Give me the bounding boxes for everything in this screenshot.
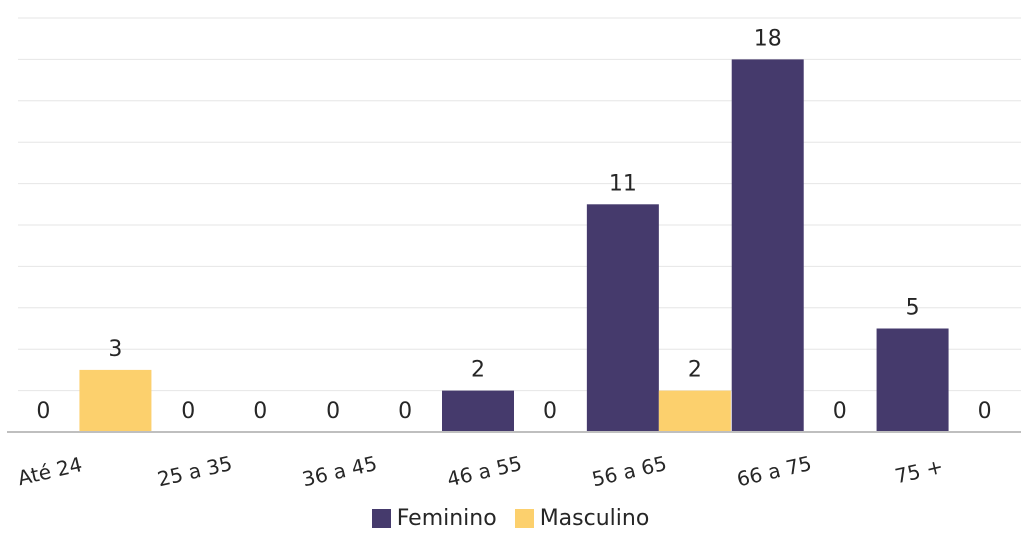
data-label-feminino-4: 11 [609,171,637,196]
legend-label-masculino: Masculino [539,506,650,531]
data-label-masculino-6: 0 [978,399,992,424]
data-label-feminino-6: 5 [906,296,920,321]
bar-feminino-3 [442,390,514,432]
bars [79,59,949,433]
data-label-masculino-1: 0 [253,399,267,424]
bar-feminino-5 [731,59,804,433]
legend-swatch-masculino [514,509,534,528]
data-label-masculino-0: 3 [108,337,122,362]
data-label-feminino-0: 0 [36,399,50,424]
x-tick-label: 25 a 35 [155,451,234,491]
legend: Feminino Masculino [0,506,1021,531]
x-tick-label: 36 a 45 [300,451,379,491]
data-label-feminino-5: 18 [754,26,782,51]
x-tick-label: 66 a 75 [734,451,813,491]
data-label-masculino-2: 0 [398,399,412,424]
bar-masculino-0 [79,369,152,432]
bar-masculino-4 [658,390,731,432]
x-tick-label: Até 24 [15,452,84,490]
legend-item-masculino: Masculino [514,506,650,531]
legend-label-feminino: Feminino [396,506,497,531]
bar-feminino-4 [586,204,659,432]
legend-swatch-feminino [371,509,391,528]
x-tick-labels: Até 24 25 a 35 36 a 45 46 a 55 56 a 65 66 a 7… [15,451,945,491]
bar-feminino-6 [876,328,949,432]
data-label-feminino-1: 0 [181,399,195,424]
x-tick-label: 75 + [893,454,946,488]
legend-item-feminino: Feminino [371,506,497,531]
data-label-feminino-2: 0 [326,399,340,424]
data-label-masculino-5: 0 [833,399,847,424]
x-tick-label: 46 a 55 [445,451,524,491]
x-tick-label: 56 a 65 [590,451,669,491]
gridlines [18,17,1021,392]
data-label-masculino-4: 2 [688,358,702,383]
data-label-feminino-3: 2 [471,358,485,383]
data-label-masculino-3: 0 [543,399,557,424]
